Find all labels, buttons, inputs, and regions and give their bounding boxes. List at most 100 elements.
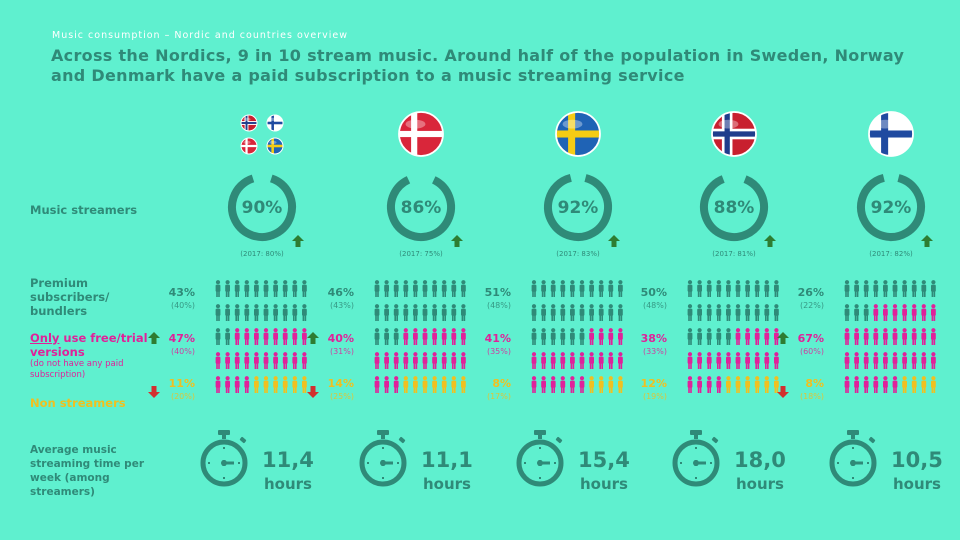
- country-1-non-prev: (25%): [330, 392, 354, 401]
- country-0-person: [263, 304, 269, 321]
- country-3-person: [697, 328, 702, 345]
- country-2-person: [560, 304, 566, 321]
- country-3-person: [764, 328, 770, 345]
- country-0-person: [273, 280, 278, 297]
- country-1-person: [393, 352, 399, 369]
- country-3-person: [754, 352, 760, 369]
- country-1-stopwatch-icon: [359, 430, 407, 487]
- country-4-person: [921, 280, 927, 297]
- country-4-person: [863, 280, 869, 297]
- country-4-person: [863, 304, 869, 321]
- country-4-person: [854, 352, 859, 369]
- country-1-streamers-value: 86%: [401, 198, 442, 218]
- country-3-free-prev: (33%): [643, 347, 667, 356]
- label-non-streamers: Non streamers: [30, 396, 126, 410]
- country-1-person: [403, 304, 409, 321]
- page-title: Across the Nordics, 9 in 10 stream music…: [51, 46, 905, 85]
- country-0-person: [234, 376, 240, 393]
- country-1-streamers-arrow: [451, 235, 463, 247]
- country-2-time-unit: hours: [580, 475, 628, 493]
- country-4-person: [873, 280, 879, 297]
- country-1-person: [441, 304, 447, 321]
- country-2-person: [560, 352, 566, 369]
- country-1-person: [441, 328, 447, 345]
- country-4-person: [844, 376, 850, 393]
- country-2-person: [531, 304, 537, 321]
- country-4-premium-pct: 26%: [798, 286, 824, 299]
- country-3-premium-pct: 50%: [641, 286, 667, 299]
- country-0-person: [225, 328, 230, 345]
- country-1-non-pct: 14%: [328, 377, 354, 390]
- country-3-person: [706, 280, 712, 297]
- label-only-free-rest: use free/trial versions: [30, 331, 148, 359]
- country-4-streamers-value: 92%: [871, 198, 912, 218]
- country-0-person: [215, 280, 221, 297]
- country-4-premium-prev: (22%): [800, 301, 824, 310]
- country-2-person: [608, 304, 614, 321]
- country-3-person: [745, 376, 750, 393]
- country-2-person: [598, 352, 604, 369]
- country-1-person: [374, 328, 380, 345]
- country-4-time-value: 10,5: [891, 448, 943, 472]
- country-4-person: [931, 376, 936, 393]
- country-1-time-value: 11,1: [421, 448, 473, 472]
- country-3-person: [774, 304, 779, 321]
- country-4-non-arrow: [777, 386, 789, 398]
- country-3-streamer-ring: [700, 173, 768, 241]
- country-3-person: [764, 304, 770, 321]
- country-0-person: [273, 328, 278, 345]
- country-3-streamers-value: 88%: [714, 198, 755, 218]
- country-0-person: [263, 280, 269, 297]
- country-1-person: [413, 376, 418, 393]
- country-4-person: [854, 280, 859, 297]
- label-only-free-note: (do not have any paid subscription): [30, 359, 124, 380]
- country-2-free-pct: 41%: [485, 332, 511, 345]
- country-4-person: [873, 304, 879, 321]
- country-1-streamer-ring: [387, 173, 455, 241]
- country-0-premium-pct: 43%: [169, 286, 195, 299]
- country-1-person: [393, 280, 399, 297]
- country-0-person: [263, 328, 269, 345]
- country-3-non-pct: 12%: [641, 377, 667, 390]
- country-4-person: [911, 352, 917, 369]
- country-4-person: [902, 280, 907, 297]
- country-1-person: [441, 376, 447, 393]
- country-0-person: [273, 304, 278, 321]
- country-4-person: [844, 304, 850, 321]
- country-2-person: [598, 280, 604, 297]
- country-4-person: [931, 304, 936, 321]
- country-2-person: [608, 352, 614, 369]
- country-4-free-arrow: [777, 332, 789, 344]
- country-3-person: [687, 352, 693, 369]
- country-1-person: [422, 328, 428, 345]
- country-1-person: [393, 328, 399, 345]
- country-0-person: [244, 352, 250, 369]
- country-1-free-arrow: [307, 332, 319, 344]
- country-1-person: [403, 352, 409, 369]
- country-3-streamers-prev: (2017: 81%): [712, 250, 756, 258]
- country-3-person: [735, 304, 741, 321]
- country-2-non-pct: 8%: [492, 377, 511, 390]
- country-3-stopwatch-icon: [672, 430, 720, 487]
- country-1-person: [413, 352, 418, 369]
- country-4-person: [902, 304, 907, 321]
- country-4-person: [921, 376, 927, 393]
- country-1-person: [374, 352, 380, 369]
- country-0-stopwatch-icon: [200, 430, 248, 487]
- country-2-person: [570, 352, 575, 369]
- country-1-person: [451, 280, 457, 297]
- country-0-person: [244, 376, 250, 393]
- country-1-person: [393, 304, 399, 321]
- country-3-time-value: 18,0: [734, 448, 786, 472]
- country-2-person: [608, 280, 614, 297]
- country-2-person: [570, 376, 575, 393]
- country-3-time-unit: hours: [736, 475, 784, 493]
- label-music-streamers: Music streamers: [30, 203, 138, 217]
- country-0-person: [225, 352, 230, 369]
- country-3-person: [774, 328, 779, 345]
- country-1-person: [461, 328, 466, 345]
- country-1-time-unit: hours: [423, 475, 471, 493]
- country-2-time-value: 15,4: [578, 448, 630, 472]
- label-only-free-emph: Only: [30, 331, 60, 345]
- country-4-person: [892, 304, 898, 321]
